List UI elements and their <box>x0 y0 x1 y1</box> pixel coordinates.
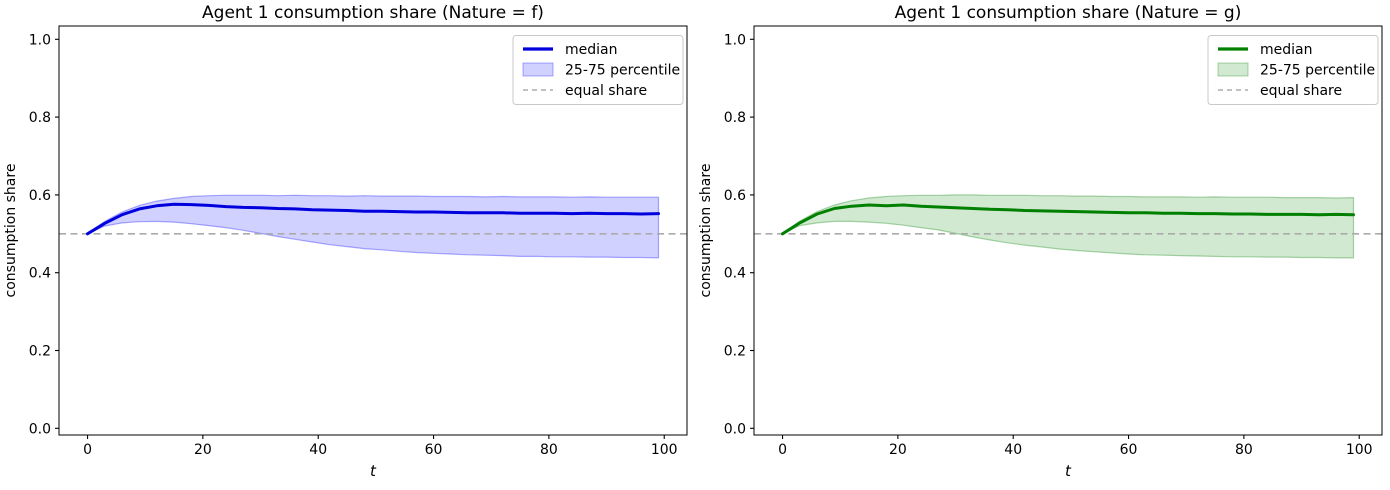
chart-panel-nature-f: 0 20 40 60 80 100 0.0 0.2 0.4 0.6 0.8 1.0 Agent 1 co… <box>3 3 688 480</box>
y-tick-label: 0.2 <box>29 344 51 360</box>
chart-title: Agent 1 consumption share (Nature = f) <box>202 3 544 23</box>
x-tick-label: 0 <box>83 442 92 458</box>
legend-label: equal share <box>565 83 647 99</box>
y-tick-label: 0.0 <box>29 421 51 437</box>
chart-title: Agent 1 consumption share (Nature = g) <box>895 3 1242 23</box>
legend: median 25-75 percentile equal share <box>1207 35 1379 105</box>
y-tick-label: 0.8 <box>724 110 746 126</box>
y-tick-label: 0.0 <box>724 421 746 437</box>
legend-label: median <box>1260 42 1312 58</box>
x-tick-label: 20 <box>889 442 907 458</box>
legend-box <box>1207 35 1379 105</box>
axes-spines <box>753 25 1383 436</box>
y-tick-label: 0.4 <box>29 266 51 282</box>
percentile-band <box>781 194 1355 259</box>
axes-spines <box>58 25 688 436</box>
y-tick-label: 0.6 <box>724 188 746 204</box>
legend-band-key <box>1217 62 1249 77</box>
y-tick-label: 0.6 <box>29 188 51 204</box>
x-tick-label: 60 <box>425 442 443 458</box>
percentile-band <box>86 194 660 259</box>
x-tick-label: 100 <box>651 442 678 458</box>
x-tick-label: 40 <box>1004 442 1022 458</box>
x-tick-label: 40 <box>309 442 327 458</box>
median-line <box>86 202 660 236</box>
y-tick-label: 1.0 <box>29 32 51 48</box>
y-tick-label: 0.2 <box>724 344 746 360</box>
y-tick-label: 1.0 <box>724 32 746 48</box>
median-line <box>781 203 1355 236</box>
x-tick-label: 0 <box>778 442 787 458</box>
legend: median 25-75 percentile equal share <box>512 35 684 105</box>
x-axis-label: t <box>370 462 377 480</box>
legend-label: 25-75 percentile <box>565 63 680 79</box>
legend-band-key <box>522 62 554 77</box>
legend-label: median <box>565 42 617 58</box>
x-tick-label: 20 <box>194 442 212 458</box>
y-axis-label: consumption share <box>3 164 19 298</box>
legend-label: equal share <box>1260 83 1342 99</box>
x-tick-label: 80 <box>1235 442 1253 458</box>
legend-box <box>512 35 684 105</box>
legend-label: 25-75 percentile <box>1260 63 1375 79</box>
x-tick-label: 60 <box>1120 442 1138 458</box>
chart-panel-nature-g: 0 20 40 60 80 100 0.0 0.2 0.4 0.6 0.8 1.0 Agent 1 co… <box>698 3 1383 480</box>
x-tick-label: 100 <box>1346 442 1373 458</box>
y-tick-label: 0.4 <box>724 266 746 282</box>
y-tick-label: 0.8 <box>29 110 51 126</box>
x-tick-label: 80 <box>540 442 558 458</box>
x-axis-label: t <box>1065 462 1072 480</box>
y-axis-label: consumption share <box>698 164 714 298</box>
